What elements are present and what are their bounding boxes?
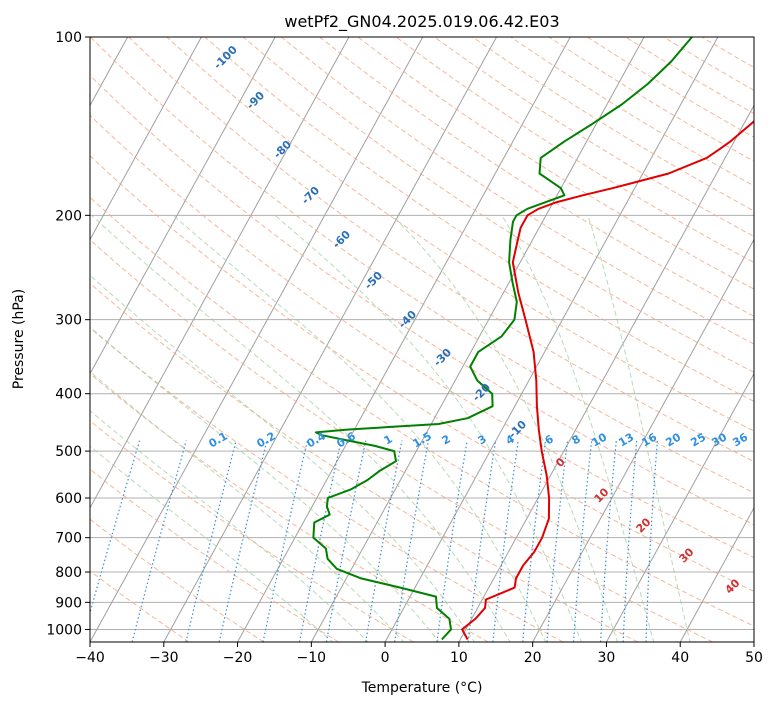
axis-ticks: 1002003004005006007008009001000−40−30−20… xyxy=(46,30,763,666)
mixing-ratio-line xyxy=(523,441,546,642)
isotherm-line xyxy=(0,37,201,642)
isotherm-label: -90 xyxy=(244,89,267,112)
isotherm-line xyxy=(0,37,275,642)
mixing-ratio-label: 16 xyxy=(639,430,659,449)
y-tick-label: 700 xyxy=(55,531,82,547)
y-tick-label: 100 xyxy=(55,30,82,46)
x-tick-label: 20 xyxy=(524,650,542,666)
isotherm-line xyxy=(459,37,775,642)
dry-adiabat xyxy=(0,37,413,642)
warm-isotherm-label: 40 xyxy=(723,576,743,596)
mixing-ratio-label: 13 xyxy=(616,431,636,450)
mixing-ratio-line xyxy=(623,441,637,642)
isotherm-line xyxy=(164,37,497,642)
y-tick-label: 200 xyxy=(55,208,82,224)
y-tick-label: 600 xyxy=(55,491,82,507)
moist-adiabat xyxy=(0,215,334,643)
isotherm-label: -100 xyxy=(211,43,240,72)
mixing-ratio-line xyxy=(547,441,568,642)
isotherm-line xyxy=(533,37,775,642)
isotherm-line xyxy=(90,37,423,642)
x-tick-label: 50 xyxy=(745,650,763,666)
mixing-ratio-label: 2 xyxy=(440,432,453,447)
plot-frame xyxy=(90,37,754,642)
x-tick-label: −40 xyxy=(75,650,105,666)
x-tick-label: 10 xyxy=(450,650,468,666)
dry-adiabat xyxy=(0,37,775,642)
x-tick-label: −30 xyxy=(149,650,179,666)
temperature-profile-line xyxy=(462,37,775,640)
x-tick-label: 30 xyxy=(598,650,616,666)
y-tick-label: 300 xyxy=(55,313,82,329)
y-tick-label: 400 xyxy=(55,387,82,403)
dry-adiabat xyxy=(52,37,775,642)
dry-adiabat xyxy=(14,37,775,642)
dry-adiabat xyxy=(0,37,638,642)
y-tick-label: 1000 xyxy=(46,622,82,638)
isotherm-label: -30 xyxy=(431,346,454,369)
mixing-ratio-label: 25 xyxy=(688,431,708,450)
mixing-ratio-line xyxy=(366,441,402,642)
dry-adiabat xyxy=(320,37,775,642)
dry-adiabat xyxy=(281,37,775,642)
mixing-ratio-label: 10 xyxy=(589,430,609,449)
dry-adiabat xyxy=(625,37,775,642)
dry-adiabat xyxy=(0,37,264,642)
mixing-ratio-line xyxy=(132,441,186,642)
x-tick-label: 40 xyxy=(671,650,689,666)
dry-adiabat xyxy=(0,37,189,642)
y-tick-label: 900 xyxy=(55,595,82,611)
mixing-ratio-line xyxy=(186,441,236,642)
moist-adiabat xyxy=(26,215,475,643)
x-tick-label: −20 xyxy=(223,650,253,666)
isotherm-line xyxy=(385,37,718,642)
mixing-ratio-line xyxy=(395,441,429,642)
isotherm-line xyxy=(754,37,775,642)
isotherm-label: -60 xyxy=(330,228,353,251)
warm-isotherm-label: 30 xyxy=(677,545,697,565)
moist-adiabat xyxy=(92,215,511,643)
mixing-ratio-label: 0.1 xyxy=(207,429,230,450)
mixing-ratio-label: 20 xyxy=(663,430,683,449)
dry-adiabat xyxy=(0,37,488,642)
isotherm-label: -80 xyxy=(271,138,294,161)
background-lines xyxy=(0,37,775,643)
y-axis-label: Pressure (hPa) xyxy=(11,289,27,389)
dry-adiabat xyxy=(511,37,775,642)
y-tick-label: 800 xyxy=(55,565,82,581)
dry-adiabat xyxy=(0,37,775,642)
x-tick-label: −10 xyxy=(297,650,327,666)
x-axis-label: Temperature (°C) xyxy=(361,680,483,696)
isotherm-label: -40 xyxy=(396,308,419,331)
mixing-ratio-label: 8 xyxy=(570,432,583,447)
x-tick-label: 0 xyxy=(381,650,390,666)
dry-adiabat xyxy=(702,37,775,642)
mixing-ratio-label: 1 xyxy=(382,432,395,447)
mixing-ratio-label: 0.6 xyxy=(335,429,359,450)
moist-adiabat xyxy=(588,215,691,643)
mixing-ratio-label: 36 xyxy=(730,430,750,449)
dry-adiabat xyxy=(358,37,775,642)
series-layer xyxy=(313,37,775,640)
chart-title: wetPf2_GN04.2025.019.06.42.E03 xyxy=(284,12,559,32)
mixing-ratio-line xyxy=(601,441,617,642)
warm-isotherm-label: 10 xyxy=(592,485,612,505)
y-tick-label: 500 xyxy=(55,444,82,460)
mixing-ratio-label: 0.2 xyxy=(255,429,278,450)
mixing-ratio-line xyxy=(219,441,267,642)
mixing-ratio-line xyxy=(263,441,307,642)
isotherm-line xyxy=(16,37,349,642)
isotherm-label: -70 xyxy=(299,184,322,207)
isotherm-label: -20 xyxy=(470,381,493,404)
dewpoint-profile-line xyxy=(313,37,692,640)
mixing-ratio-label: 30 xyxy=(709,430,729,449)
isotherm-label: -50 xyxy=(362,269,385,292)
